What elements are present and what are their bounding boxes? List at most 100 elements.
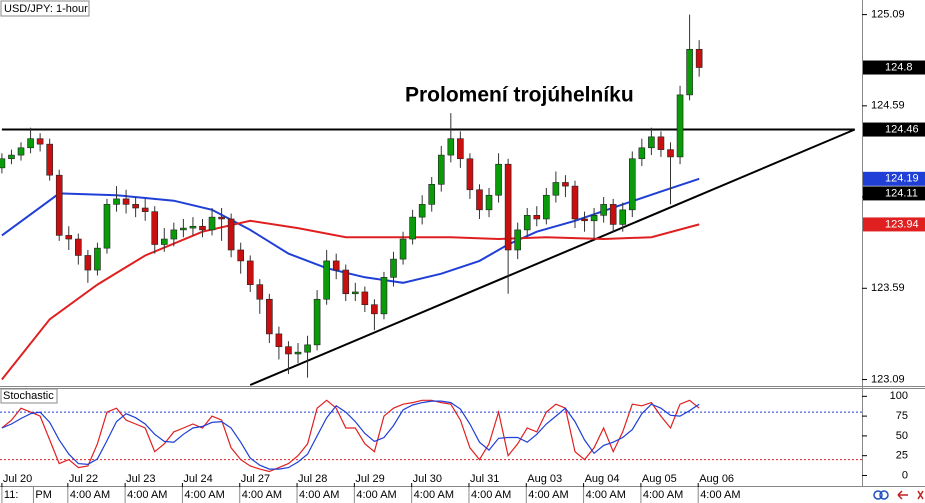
candle-body: [17, 147, 25, 156]
link-icon[interactable]: [879, 490, 889, 500]
candle-body: [180, 227, 187, 231]
x-time-label: 4:00 AM: [184, 489, 224, 501]
x-time-label: 4:00 AM: [70, 489, 110, 501]
price-marker: [863, 171, 925, 186]
candle-body: [361, 291, 369, 306]
candle-body: [27, 138, 34, 149]
candle-body: [590, 215, 598, 222]
candle-body: [122, 198, 130, 205]
x-time-label: 11:: [4, 489, 18, 501]
annotation: Prolomení trojúhelníku: [405, 84, 634, 107]
x-tick-label: Jul 27: [241, 473, 270, 485]
y-tick-label: 75: [896, 410, 908, 422]
candle-body: [504, 163, 512, 251]
candle-body: [686, 48, 693, 96]
y-tick-label: 123.59: [871, 282, 905, 294]
title-box: [0, 0, 90, 17]
candle-body: [313, 298, 321, 346]
price-marker: [863, 217, 925, 232]
candle-body: [371, 304, 378, 315]
candle-body: [332, 260, 340, 271]
candle-body: [0, 158, 6, 169]
candle-body: [151, 211, 159, 245]
candle-body: [65, 235, 73, 240]
x-tick-label: Jul 23: [126, 473, 155, 485]
candle-body: [418, 204, 426, 218]
candle-body: [581, 218, 588, 222]
x-time-label: 4:00 AM: [356, 489, 396, 501]
link-icon[interactable]: [873, 490, 883, 500]
stochastic-line: [1, 400, 700, 470]
candle-body: [75, 238, 82, 256]
candle-body: [275, 333, 283, 347]
y-tick-label: 124.59: [871, 100, 905, 112]
stochastic-pane: [0, 399, 862, 473]
x-tick-label: Jul 29: [355, 473, 384, 485]
candle-body: [256, 284, 264, 300]
stochastic-title-box: [0, 388, 58, 404]
x-tick-label: Aug 06: [699, 473, 734, 485]
x-time-label: 4:00 AM: [471, 489, 511, 501]
x-tick-label: Jul 28: [298, 473, 327, 485]
candle-body: [237, 249, 244, 262]
x-tick-label: Jul 22: [69, 473, 98, 485]
candle-body: [36, 138, 44, 145]
candle-body: [266, 298, 273, 335]
price-marker-label: 123.94: [885, 218, 919, 230]
candle-body: [342, 269, 350, 295]
x-tick-label: Aug 04: [585, 473, 620, 485]
y-tick-label: 25: [896, 450, 908, 462]
x-time-label: 4:00 AM: [700, 489, 740, 501]
y-tick-label: 100: [890, 390, 908, 402]
y-tick-label: 125.09: [871, 9, 905, 21]
candle-body: [695, 48, 703, 68]
candle-body: [304, 344, 311, 353]
candle-body: [428, 183, 436, 205]
x-time-label: PM: [35, 489, 52, 501]
x-tick-label: Jul 20: [3, 473, 32, 485]
candle-body: [676, 94, 684, 158]
x-time-label: 4:00 AM: [299, 489, 339, 501]
trendline: [249, 128, 856, 386]
close-icon[interactable]: [897, 490, 924, 500]
price-pane: [0, 14, 856, 386]
candle-body: [294, 351, 302, 355]
candle-body: [246, 260, 254, 285]
x-time-label: 4:00 AM: [643, 489, 683, 501]
y-tick-label: 0: [902, 469, 908, 481]
x-tick-label: Jul 31: [470, 473, 499, 485]
candle-body: [132, 204, 139, 209]
candle-body: [437, 154, 445, 185]
candle-body: [103, 204, 111, 249]
candle-body: [8, 154, 15, 160]
candle-body: [55, 174, 63, 236]
candle-body: [619, 209, 627, 225]
candle-body: [648, 136, 655, 149]
candle-body: [227, 218, 235, 251]
x-time-label: 4:00 AM: [242, 489, 282, 501]
y-tick-label: 50: [896, 430, 908, 442]
candle-body: [399, 238, 407, 260]
candle-body: [523, 215, 531, 231]
candle-body: [657, 136, 665, 150]
moving-average: [1, 219, 700, 381]
candle-body: [170, 229, 178, 240]
price-marker: [863, 122, 925, 137]
x-tick-label: Aug 05: [642, 473, 677, 485]
candle-body: [466, 158, 474, 191]
candle-body: [113, 198, 120, 205]
candle-body: [667, 149, 674, 158]
candle-body: [160, 238, 168, 245]
toolbar-icons[interactable]: [873, 490, 924, 500]
price-marker-label: 124.46: [885, 123, 919, 135]
candle-body: [495, 163, 502, 196]
candle-body: [218, 216, 225, 220]
candle-body: [189, 225, 197, 229]
candle-body: [94, 247, 101, 271]
x-time-label: 4:00 AM: [528, 489, 568, 501]
candle-body: [84, 255, 92, 271]
x-time-label: 4:00 AM: [127, 489, 167, 501]
candle-body: [562, 182, 569, 187]
candle-body: [638, 147, 646, 160]
